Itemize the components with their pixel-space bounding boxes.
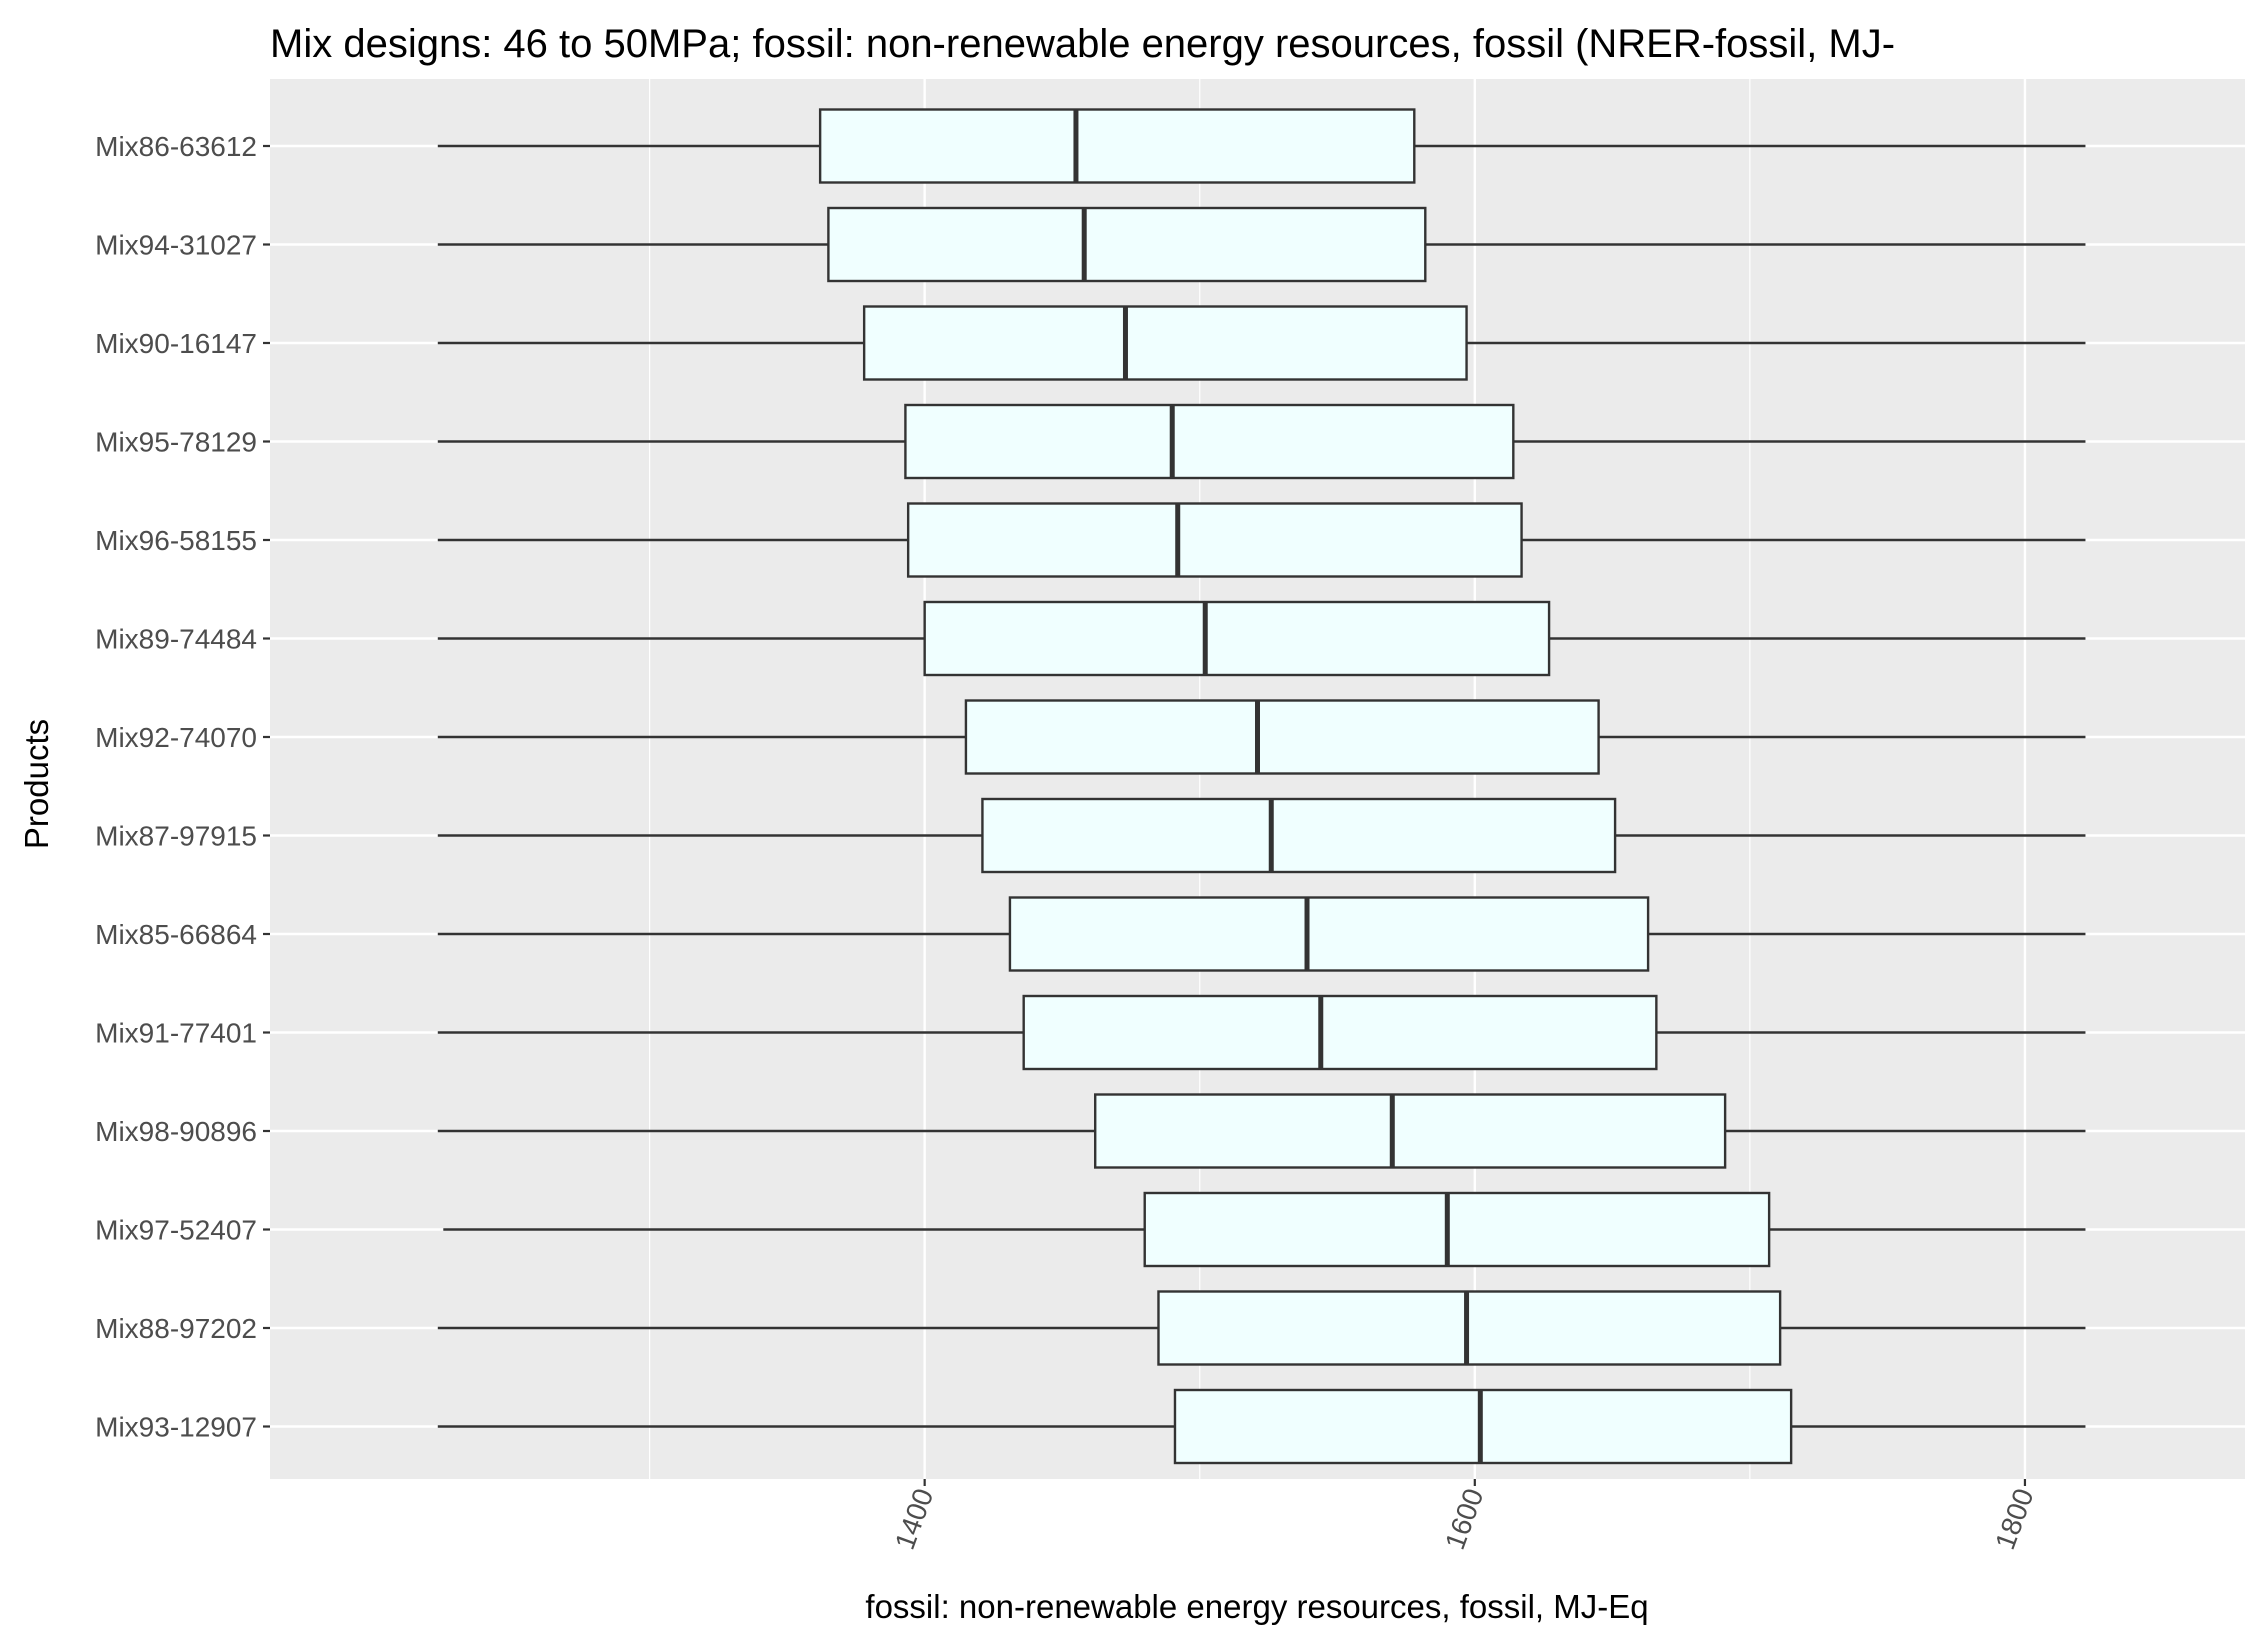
- box-iqr: [1173, 1388, 1793, 1465]
- box-iqr: [827, 206, 1427, 283]
- x-axis-title: fossil: non-renewable energy resources, …: [865, 1588, 1648, 1625]
- y-tick-label: Mix90-16147: [95, 328, 257, 359]
- y-tick-label: Mix86-63612: [95, 131, 257, 162]
- x-axis: 1400 1600 1800: [889, 1479, 2040, 1554]
- y-tick-label: Mix97-52407: [95, 1215, 257, 1246]
- box-Mix97-52407: [443, 1191, 2086, 1268]
- y-tick-label: Mix92-74070: [95, 722, 257, 753]
- box-Mix92-74070: [437, 699, 2086, 775]
- y-tick-label: Mix87-97915: [95, 821, 257, 852]
- plot-panel: [270, 79, 2245, 1479]
- box-iqr: [862, 305, 1468, 381]
- box-Mix86-63612: [437, 108, 2086, 184]
- box-iqr: [904, 403, 1515, 480]
- box-Mix87-97915: [437, 797, 2086, 874]
- box-iqr: [1022, 994, 1658, 1071]
- box-Mix85-66864: [437, 896, 2086, 972]
- box-iqr: [923, 600, 1551, 677]
- box-iqr: [906, 502, 1523, 578]
- x-tick-label: 1800: [1989, 1484, 2039, 1553]
- box-Mix95-78129: [437, 403, 2086, 480]
- box-Mix94-31027: [437, 206, 2086, 283]
- box-iqr: [1094, 1093, 1727, 1169]
- box-Mix96-58155: [437, 502, 2086, 578]
- y-tick-label: Mix94-31027: [95, 230, 257, 261]
- box-Mix89-74484: [437, 600, 2086, 677]
- box-Mix91-77401: [437, 994, 2086, 1071]
- x-tick-label: 1600: [1439, 1484, 1489, 1553]
- y-tick-label: Mix93-12907: [95, 1412, 257, 1443]
- y-axis-title: Products: [18, 719, 55, 849]
- chart-title: Mix designs: 46 to 50MPa; fossil: non-re…: [270, 22, 1895, 66]
- box-iqr: [818, 108, 1416, 184]
- y-tick-label: Mix96-58155: [95, 525, 257, 556]
- box-Mix98-90896: [437, 1093, 2086, 1169]
- boxes: [437, 108, 2086, 1465]
- box-Mix90-16147: [437, 305, 2086, 381]
- y-tick-label: Mix88-97202: [95, 1313, 257, 1344]
- box-iqr: [981, 797, 1617, 874]
- y-axis: Mix86-63612 Mix94-31027 Mix90-16147 Mix95-7…: [95, 131, 270, 1443]
- box-iqr: [964, 699, 1600, 775]
- y-tick-label: Mix95-78129: [95, 427, 257, 458]
- box-iqr: [1143, 1191, 1771, 1268]
- box-Mix93-12907: [437, 1388, 2086, 1465]
- y-tick-label: Mix89-74484: [95, 624, 257, 655]
- box-iqr: [1008, 896, 1650, 972]
- y-tick-label: Mix91-77401: [95, 1018, 257, 1049]
- x-tick-label: 1400: [889, 1484, 939, 1553]
- box-iqr: [1157, 1290, 1782, 1366]
- y-tick-label: Mix98-90896: [95, 1116, 257, 1147]
- y-tick-label: Mix85-66864: [95, 919, 257, 950]
- box-Mix88-97202: [437, 1290, 2086, 1366]
